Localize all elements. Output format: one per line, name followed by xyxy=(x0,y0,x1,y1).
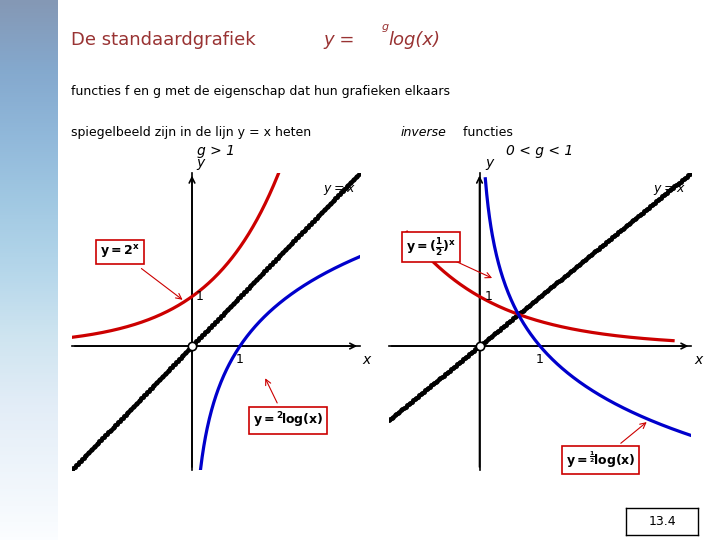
Text: y: y xyxy=(485,156,494,170)
Text: y: y xyxy=(197,156,205,170)
Text: $\mathbf{y = {}^{2}\!log(x)}$: $\mathbf{y = {}^{2}\!log(x)}$ xyxy=(253,410,323,430)
Text: De standaardgrafiek: De standaardgrafiek xyxy=(71,31,266,49)
Text: 0 < g < 1: 0 < g < 1 xyxy=(506,144,574,158)
Text: 1: 1 xyxy=(536,354,544,367)
Text: x: x xyxy=(362,354,371,368)
Text: inverse: inverse xyxy=(401,126,447,139)
Text: spiegelbeeld zijn in de lijn y = x heten: spiegelbeeld zijn in de lijn y = x heten xyxy=(71,126,315,139)
Text: $y = x$: $y = x$ xyxy=(652,183,685,197)
Text: 1: 1 xyxy=(236,354,244,367)
Text: $\mathbf{y = {}^{\frac{1}{2}}\!log(x)}$: $\mathbf{y = {}^{\frac{1}{2}}\!log(x)}$ xyxy=(566,450,635,470)
Text: y =: y = xyxy=(323,31,361,49)
Text: $y = x$: $y = x$ xyxy=(323,183,355,197)
Text: 1: 1 xyxy=(485,290,492,303)
Text: x: x xyxy=(694,354,703,368)
Text: log(x): log(x) xyxy=(388,31,440,49)
Text: 13.4: 13.4 xyxy=(649,515,676,528)
Text: 1: 1 xyxy=(196,290,204,303)
Text: g: g xyxy=(382,22,389,32)
Text: functies: functies xyxy=(459,126,513,139)
Text: functies f en g met de eigenschap dat hun grafieken elkaars: functies f en g met de eigenschap dat hu… xyxy=(71,85,449,98)
Text: g > 1: g > 1 xyxy=(197,144,235,158)
Text: $\mathbf{y = (\frac{1}{2})^x}$: $\mathbf{y = (\frac{1}{2})^x}$ xyxy=(406,236,456,258)
Text: $\mathbf{y = 2^x}$: $\mathbf{y = 2^x}$ xyxy=(100,244,140,260)
